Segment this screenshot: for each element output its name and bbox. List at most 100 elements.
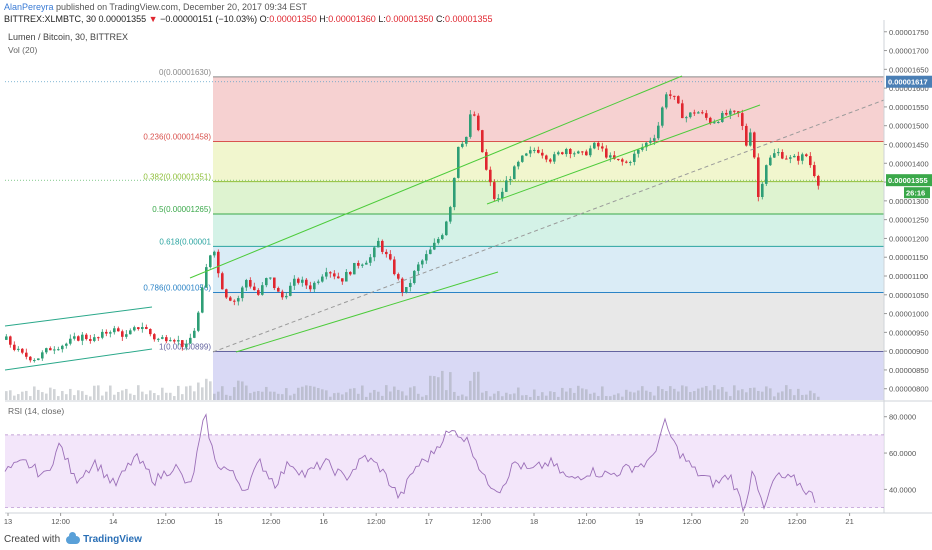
volume-bar <box>121 390 124 400</box>
candle <box>701 112 704 114</box>
candle <box>137 327 140 330</box>
volume-bar <box>229 395 232 400</box>
candle <box>369 257 372 263</box>
candle <box>69 338 72 344</box>
candle <box>37 358 40 361</box>
candle <box>573 153 576 155</box>
volume-bar <box>237 380 240 400</box>
volume-bar <box>125 388 128 400</box>
volume-bar <box>725 391 728 400</box>
volume-bar <box>269 391 272 400</box>
volume-bar <box>581 388 584 400</box>
channel-line <box>189 75 683 279</box>
candle <box>273 277 276 289</box>
rsi-line <box>4 413 816 513</box>
candle <box>57 349 60 351</box>
x-tick-label: 13 <box>4 517 12 526</box>
volume-bar <box>649 391 652 400</box>
volume-bar <box>197 382 200 400</box>
volume-bar <box>493 393 496 400</box>
candle <box>577 151 580 154</box>
volume-bar <box>369 392 372 400</box>
x-tick-label: 12:00 <box>682 517 701 526</box>
volume-bar <box>637 390 640 400</box>
volume-bar <box>205 378 208 400</box>
volume-bar <box>473 372 476 400</box>
candle <box>733 110 736 112</box>
volume-bar <box>485 391 488 400</box>
volume-bar <box>597 396 600 400</box>
volume-bar <box>765 386 768 400</box>
volume-bar <box>681 385 684 400</box>
volume-bar <box>613 394 616 400</box>
volume-bar <box>81 391 84 400</box>
x-tick-label: 12:00 <box>156 517 175 526</box>
volume-bar <box>521 395 524 400</box>
volume-bar <box>337 392 340 400</box>
candle <box>785 158 788 160</box>
volume-bar <box>277 393 280 400</box>
candle <box>641 147 644 150</box>
volume-bar <box>157 395 160 400</box>
candle <box>561 152 564 155</box>
fib-label: 0(0.00001630) <box>159 68 211 77</box>
volume-bar <box>341 394 344 400</box>
volume-bar <box>253 391 256 400</box>
candle <box>413 270 416 284</box>
y-tick-label: 0.00001300 <box>889 197 929 206</box>
candle <box>489 169 492 183</box>
tradingview-logo[interactable]: TradingView <box>66 531 142 545</box>
candle <box>593 142 596 149</box>
volume-bar <box>685 386 688 400</box>
volume-bar <box>449 372 452 400</box>
candle <box>201 287 204 313</box>
candle <box>385 251 388 255</box>
candle <box>73 336 76 339</box>
candle <box>509 179 512 181</box>
candle <box>541 152 544 156</box>
chart-title: Lumen / Bitcoin, 30, BITTREX <box>8 32 128 42</box>
candle <box>393 259 396 275</box>
publish-text: published on TradingView.com, December 2… <box>53 2 308 12</box>
volume-bar <box>325 390 328 400</box>
volume-bar <box>261 391 264 400</box>
candle <box>381 240 384 252</box>
volume-bar <box>569 388 572 400</box>
volume-bar <box>777 392 780 400</box>
candle <box>361 264 364 266</box>
fib-zone <box>213 141 884 182</box>
y-tick-label: 0.00001100 <box>889 272 928 281</box>
candle <box>445 221 448 236</box>
candle <box>53 349 56 351</box>
candle <box>365 262 368 265</box>
volume-bar <box>249 393 252 400</box>
x-tick-label: 12:00 <box>788 517 807 526</box>
volume-bar <box>309 385 312 400</box>
volume-bar <box>233 387 236 400</box>
volume-bar <box>537 395 540 400</box>
candle <box>797 155 800 161</box>
volume-bar <box>25 390 28 400</box>
candle <box>237 298 240 302</box>
candle <box>389 254 392 260</box>
author-name[interactable]: AlanPereyra <box>4 2 54 12</box>
rsi-label: RSI (14, close) <box>8 406 64 416</box>
volume-bar <box>809 390 812 400</box>
volume-bar <box>501 396 504 400</box>
volume-bar <box>789 389 792 400</box>
volume-bar <box>21 391 24 400</box>
volume-bar <box>405 395 408 400</box>
candle <box>453 177 456 208</box>
candle <box>21 348 24 353</box>
candle <box>217 251 220 274</box>
volume-bar <box>645 390 648 400</box>
candle <box>517 161 520 167</box>
candle <box>177 340 180 342</box>
candle <box>589 148 592 156</box>
candle <box>461 143 464 147</box>
candle <box>617 158 620 160</box>
candle <box>301 279 304 283</box>
candle <box>693 112 696 114</box>
rsi-tick-label: 80.0000 <box>889 413 916 422</box>
